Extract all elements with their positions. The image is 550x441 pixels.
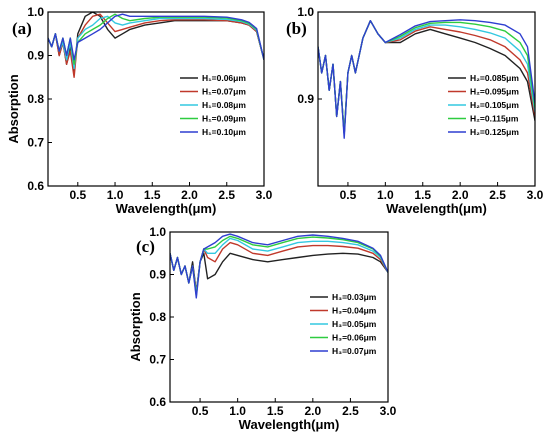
series-line-5	[48, 13, 264, 61]
x-tick-label: 2.5	[342, 404, 359, 418]
y-tick-label: 0.7	[27, 136, 44, 150]
x-axis-label: Wavelength(μm)	[386, 201, 487, 216]
chart-panel-3: 0.5 1.0 1.5 2.0 2.5 3.00.60.70.80.91.0Wavelen…	[128, 225, 397, 432]
x-tick-label: 3.0	[256, 188, 273, 202]
x-tick-label: 3.0	[527, 188, 544, 202]
plot-frame	[47, 11, 265, 187]
legend-entry: H₂=0.125μm	[470, 127, 519, 137]
legend-entry: H₃=0.06μm	[332, 333, 377, 343]
series-line-5	[170, 233, 388, 299]
y-tick-label: 1.0	[27, 5, 44, 19]
y-tick-label: 0.8	[149, 310, 166, 324]
y-tick-label: 0.6	[149, 395, 166, 409]
series-group	[170, 233, 388, 299]
x-tick-label: 2.0	[304, 404, 321, 418]
panel-label: (a)	[12, 19, 32, 38]
x-tick-label: 0.5	[340, 188, 357, 202]
y-tick-label: 1.0	[149, 225, 166, 239]
y-tick-label: 1.0	[297, 5, 314, 19]
x-tick-label: 1.5	[144, 188, 161, 202]
series-line-2	[170, 241, 388, 293]
legend-entry: H₁=0.06μm	[202, 73, 246, 83]
legend-entry: H₁=0.08μm	[202, 100, 246, 110]
legend-entry: H₂=0.095μm	[470, 87, 519, 97]
legend-entry: H₁=0.09μm	[202, 114, 246, 124]
legend-entry: H₂=0.105μm	[470, 100, 519, 110]
x-axis-label: Wavelength(μm)	[116, 201, 217, 216]
x-tick-label: 2.5	[489, 188, 506, 202]
y-tick-label: 0.9	[149, 268, 166, 282]
x-tick-label: 2.5	[218, 188, 235, 202]
plot-frame	[317, 11, 536, 187]
x-tick-label: 0.5	[69, 188, 86, 202]
y-axis-label: Absorption	[6, 74, 21, 143]
legend-entry: H₁=0.10μm	[202, 127, 246, 137]
chart-panel-1: 0.5 1.0 1.5 2.0 2.5 3.00.60.70.80.91.0Wavelen…	[6, 5, 273, 216]
panel-label: (b)	[286, 19, 307, 38]
panel-label: (c)	[136, 237, 155, 256]
x-tick-label: 1.0	[107, 188, 124, 202]
chart-panel-2: 0.5 1.0 1.5 2.0 2.5 3.00.91.0Wavelength(μm)(b…	[286, 5, 544, 216]
y-tick-label: 0.6	[27, 179, 44, 193]
x-tick-label: 2.0	[452, 188, 469, 202]
y-tick-label: 0.9	[297, 92, 314, 106]
y-axis-label: Absorption	[128, 292, 143, 361]
legend-entry: H₂=0.085μm	[470, 73, 519, 83]
legend: H₃=0.03μm H₃=0.04μm H₃=0.05μm H₃=0.06μm H₃=0…	[310, 292, 377, 356]
x-tick-label: 1.0	[229, 404, 246, 418]
x-tick-label: 1.0	[377, 188, 394, 202]
series-line-5	[318, 19, 535, 139]
x-tick-label: 2.0	[181, 188, 198, 202]
y-tick-label: 0.9	[27, 49, 44, 63]
series-group	[48, 12, 264, 78]
legend-entry: H₃=0.05μm	[332, 319, 377, 329]
x-axis-label: Wavelength(μm)	[239, 417, 340, 432]
y-tick-label: 0.7	[149, 353, 166, 367]
series-line-3	[170, 237, 388, 295]
legend-entry: H₁=0.07μm	[202, 87, 246, 97]
series-group	[318, 19, 535, 139]
x-tick-label: 0.5	[192, 404, 209, 418]
series-line-1	[170, 252, 388, 293]
x-tick-label: 1.5	[267, 404, 284, 418]
legend-entry: H₃=0.07μm	[332, 346, 377, 356]
legend-entry: H₂=0.115μm	[470, 114, 519, 124]
x-tick-label: 3.0	[380, 404, 397, 418]
series-line-4	[170, 235, 388, 297]
legend-entry: H₃=0.04μm	[332, 306, 377, 316]
y-tick-label: 0.8	[27, 92, 44, 106]
legend: H₁=0.06μm H₁=0.07μm H₁=0.08μm H₁=0.09μm H₁=0…	[180, 73, 246, 137]
legend-entry: H₃=0.03μm	[332, 292, 377, 302]
legend: H₂=0.085μm H₂=0.095μm H₂=0.105μm H₂=0.115μm…	[448, 73, 519, 137]
x-tick-label: 1.5	[414, 188, 431, 202]
